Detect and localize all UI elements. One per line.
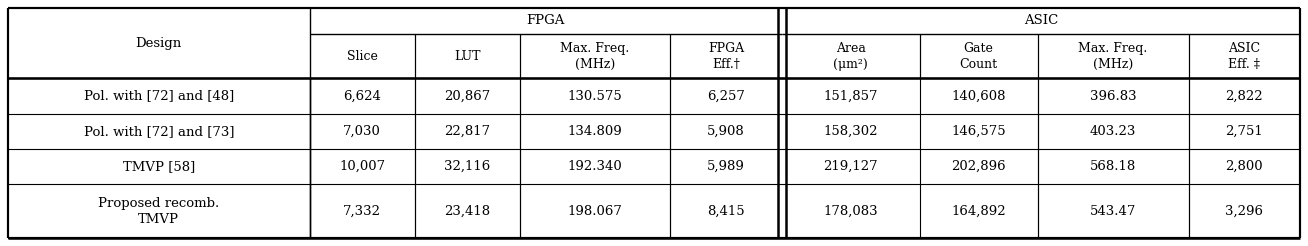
Text: 10,007: 10,007	[339, 160, 386, 173]
Text: 198.067: 198.067	[568, 205, 623, 218]
Text: 158,302: 158,302	[824, 125, 878, 138]
Text: 23,418: 23,418	[443, 205, 490, 218]
Text: 3,296: 3,296	[1226, 205, 1264, 218]
Text: 543.47: 543.47	[1090, 205, 1137, 218]
Text: 2,800: 2,800	[1226, 160, 1264, 173]
Text: 396.83: 396.83	[1090, 90, 1137, 103]
Text: 8,415: 8,415	[708, 205, 746, 218]
Text: 130.575: 130.575	[568, 90, 623, 103]
Text: 5,989: 5,989	[708, 160, 746, 173]
Text: 2,751: 2,751	[1226, 125, 1264, 138]
Text: 568.18: 568.18	[1090, 160, 1137, 173]
Text: Max. Freq.
(MHz): Max. Freq. (MHz)	[560, 42, 629, 71]
Text: 6,257: 6,257	[708, 90, 746, 103]
Text: TMVP [58]: TMVP [58]	[123, 160, 195, 173]
Text: Max. Freq.
(MHz): Max. Freq. (MHz)	[1079, 42, 1147, 71]
Text: 192.340: 192.340	[568, 160, 623, 173]
Text: Gate
Count: Gate Count	[960, 42, 998, 71]
Text: 146,575: 146,575	[951, 125, 1006, 138]
Text: 22,817: 22,817	[443, 125, 490, 138]
Text: 134.809: 134.809	[568, 125, 623, 138]
Text: 7,332: 7,332	[343, 205, 381, 218]
Text: 403.23: 403.23	[1090, 125, 1137, 138]
Text: 219,127: 219,127	[824, 160, 878, 173]
Text: 151,857: 151,857	[824, 90, 878, 103]
Text: 2,822: 2,822	[1226, 90, 1264, 103]
Text: LUT: LUT	[454, 50, 480, 63]
Text: ASIC: ASIC	[1024, 15, 1058, 28]
Text: 140,608: 140,608	[951, 90, 1006, 103]
Text: FPGA: FPGA	[527, 15, 565, 28]
Text: 202,896: 202,896	[951, 160, 1006, 173]
Text: Slice: Slice	[347, 50, 378, 63]
Text: Design: Design	[136, 37, 182, 50]
Text: 7,030: 7,030	[343, 125, 381, 138]
Text: 32,116: 32,116	[443, 160, 490, 173]
Text: ASIC
Eff. ‡: ASIC Eff. ‡	[1228, 42, 1261, 71]
Text: FPGA
Eff.†: FPGA Eff.†	[708, 42, 744, 71]
Text: Pol. with [72] and [73]: Pol. with [72] and [73]	[84, 125, 234, 138]
Text: Pol. with [72] and [48]: Pol. with [72] and [48]	[84, 90, 234, 103]
Text: Proposed recomb.
TMVP: Proposed recomb. TMVP	[98, 197, 220, 226]
Text: 5,908: 5,908	[708, 125, 746, 138]
Text: 6,624: 6,624	[343, 90, 381, 103]
Text: 164,892: 164,892	[951, 205, 1006, 218]
Text: 178,083: 178,083	[824, 205, 878, 218]
Text: Area
(μm²): Area (μm²)	[833, 42, 869, 71]
Text: 20,867: 20,867	[443, 90, 490, 103]
